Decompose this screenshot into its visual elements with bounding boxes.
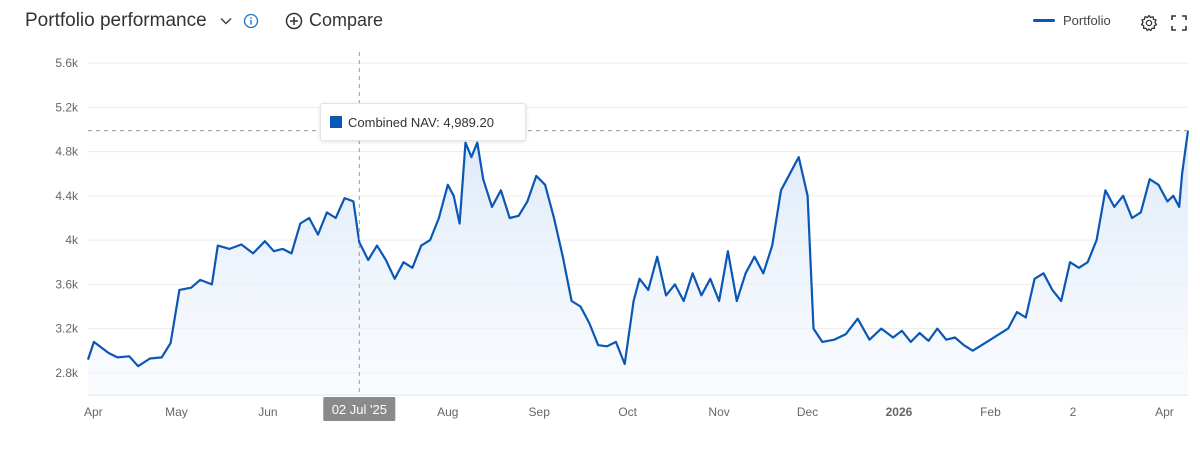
compare-button[interactable]: Compare bbox=[285, 10, 383, 31]
info-icon[interactable] bbox=[243, 13, 259, 29]
x-axis: Apr May Jun Aug Sep Oct Nov Dec 2026 Feb 2 Apr bbox=[84, 405, 1174, 419]
x-tick-label: Sep bbox=[529, 405, 551, 419]
legend-swatch bbox=[1033, 19, 1055, 22]
y-tick-label: 5.6k bbox=[55, 56, 79, 70]
y-axis: 2.8k 3.2k 3.6k 4k 4.4k 4.8k 5.2k 5.6k bbox=[55, 56, 79, 380]
y-tick-label: 4.8k bbox=[55, 145, 79, 159]
x-tick-label: Apr bbox=[84, 405, 103, 419]
legend-label: Portfolio bbox=[1063, 13, 1111, 28]
x-tick-label: Oct bbox=[618, 405, 637, 419]
x-tick-label: 2 bbox=[1070, 405, 1077, 419]
tooltip-swatch bbox=[330, 116, 342, 128]
x-tick-label: May bbox=[165, 405, 188, 419]
fullscreen-icon[interactable] bbox=[1170, 14, 1188, 32]
compare-label: Compare bbox=[309, 10, 384, 30]
y-tick-label: 4k bbox=[65, 233, 79, 247]
x-tick-label: Apr bbox=[1155, 405, 1174, 419]
legend-item-portfolio[interactable]: Portfolio bbox=[1033, 13, 1111, 28]
y-tick-label: 4.4k bbox=[55, 189, 79, 203]
gear-icon[interactable] bbox=[1140, 14, 1158, 32]
x-tick-label: Aug bbox=[437, 405, 458, 419]
chevron-down-icon[interactable] bbox=[219, 14, 233, 28]
y-tick-label: 5.2k bbox=[55, 100, 79, 114]
title-group: Portfolio performance bbox=[25, 10, 259, 32]
crosshair-date-label-bg bbox=[323, 397, 396, 421]
chart-header: Portfolio performance Compare Portfolio bbox=[0, 0, 1200, 46]
tooltip: Combined NAV: 4,989.20 bbox=[320, 103, 526, 141]
y-tick-label: 3.6k bbox=[55, 277, 79, 291]
x-tick-label: Feb bbox=[980, 405, 1001, 419]
x-tick-label: Jun bbox=[258, 405, 277, 419]
plus-circle-icon bbox=[285, 12, 303, 29]
y-tick-label: 3.2k bbox=[55, 322, 79, 336]
x-tick-label: 2026 bbox=[886, 405, 913, 419]
x-tick-label: Dec bbox=[797, 405, 818, 419]
chart-title: Portfolio performance bbox=[25, 10, 207, 31]
area-fill bbox=[88, 130, 1188, 395]
crosshair-date-label: 02 Jul '25 bbox=[332, 402, 387, 417]
series-line-portfolio bbox=[86, 130, 1190, 368]
tooltip-text: Combined NAV: 4,989.20 bbox=[348, 114, 494, 130]
y-tick-label: 2.8k bbox=[55, 366, 79, 380]
x-tick-label: Nov bbox=[708, 405, 729, 419]
